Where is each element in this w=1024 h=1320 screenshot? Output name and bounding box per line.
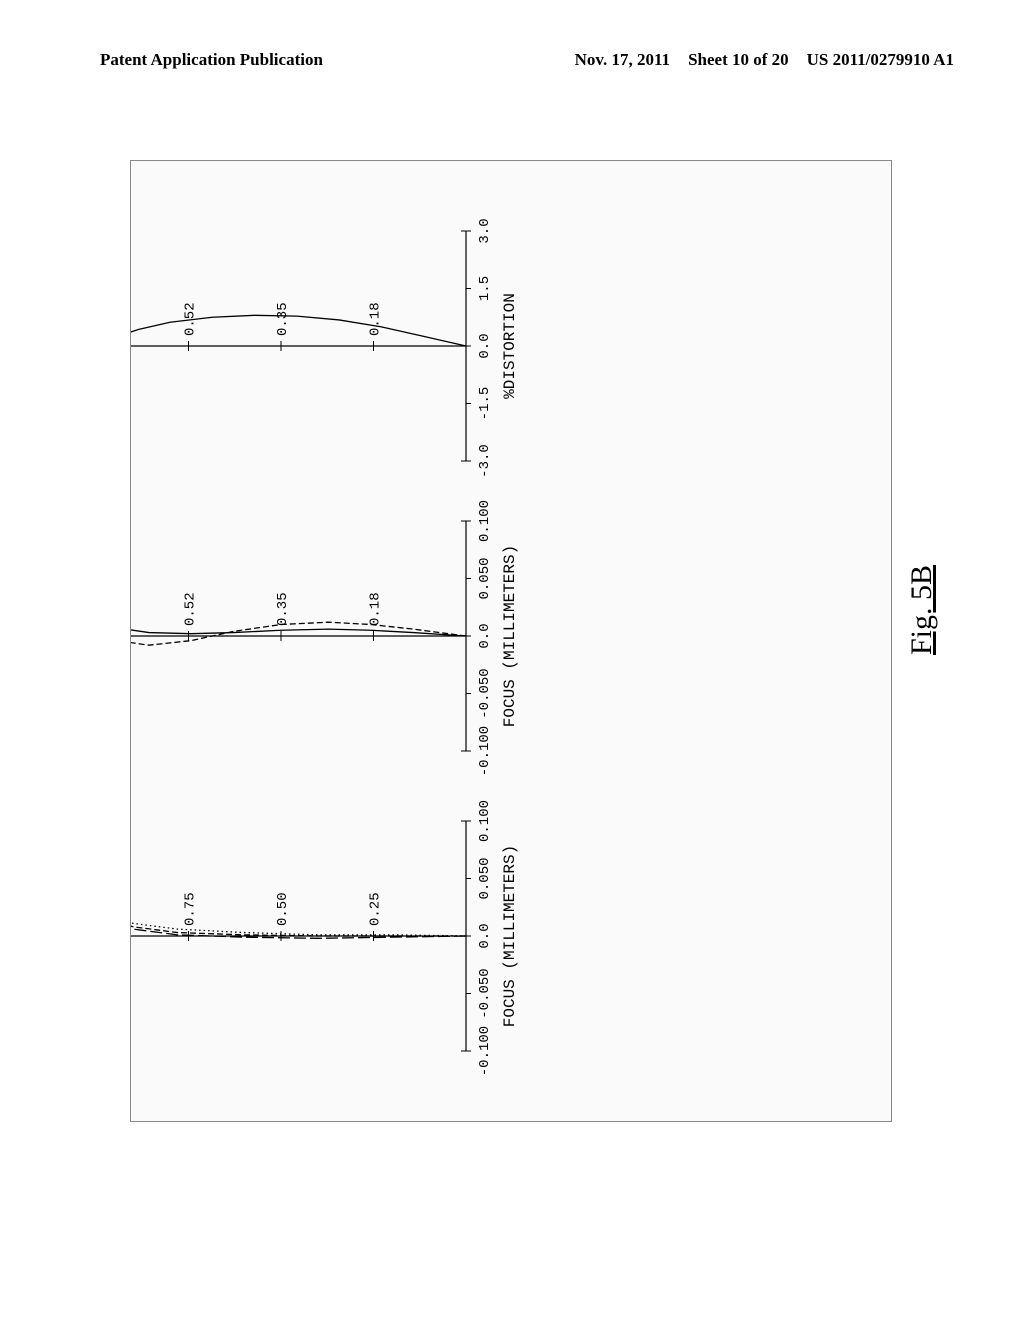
svg-text:0.050: 0.050 <box>477 557 493 599</box>
svg-text:0.18: 0.18 <box>368 302 384 336</box>
plots-svg: 656.3000 NM587.6000 NM486.1000 NMLONGITU… <box>131 161 891 1121</box>
svg-text:FOCUS (MILLIMETERS): FOCUS (MILLIMETERS) <box>501 845 519 1027</box>
svg-text:3.0: 3.0 <box>477 218 493 243</box>
svg-text:0.18: 0.18 <box>368 592 384 626</box>
svg-text:-0.050: -0.050 <box>477 668 493 718</box>
svg-text:-3.0: -3.0 <box>477 444 493 478</box>
svg-text:0.25: 0.25 <box>368 892 384 926</box>
svg-text:0.0: 0.0 <box>477 623 493 648</box>
svg-text:0.35: 0.35 <box>275 592 291 626</box>
svg-text:1.5: 1.5 <box>477 276 493 301</box>
header-sheet: Sheet 10 of 20 <box>688 50 789 70</box>
page-header: Patent Application Publication Nov. 17, … <box>100 50 954 70</box>
header-right: Nov. 17, 2011 Sheet 10 of 20 US 2011/027… <box>575 50 954 70</box>
svg-text:-0.100: -0.100 <box>477 726 493 776</box>
svg-text:0.50: 0.50 <box>275 892 291 926</box>
header-date: Nov. 17, 2011 <box>575 50 670 70</box>
svg-text:0.35: 0.35 <box>275 302 291 336</box>
svg-text:%DISTORTION: %DISTORTION <box>501 293 519 399</box>
svg-text:0.75: 0.75 <box>183 892 199 926</box>
svg-text:0.100: 0.100 <box>477 500 493 542</box>
svg-text:-0.100: -0.100 <box>477 1026 493 1076</box>
svg-text:0.0: 0.0 <box>477 923 493 948</box>
svg-text:0.0: 0.0 <box>477 333 493 358</box>
svg-text:0.100: 0.100 <box>477 800 493 842</box>
svg-text:-0.050: -0.050 <box>477 968 493 1018</box>
svg-text:0.050: 0.050 <box>477 857 493 899</box>
figure-label: Fig. 5B <box>905 565 939 655</box>
figure-area: 656.3000 NM587.6000 NM486.1000 NMLONGITU… <box>130 160 892 1122</box>
svg-text:-1.5: -1.5 <box>477 387 493 421</box>
header-pubno: US 2011/0279910 A1 <box>807 50 954 70</box>
svg-text:0.52: 0.52 <box>183 592 199 626</box>
svg-text:FOCUS (MILLIMETERS): FOCUS (MILLIMETERS) <box>501 545 519 727</box>
header-left: Patent Application Publication <box>100 50 323 70</box>
